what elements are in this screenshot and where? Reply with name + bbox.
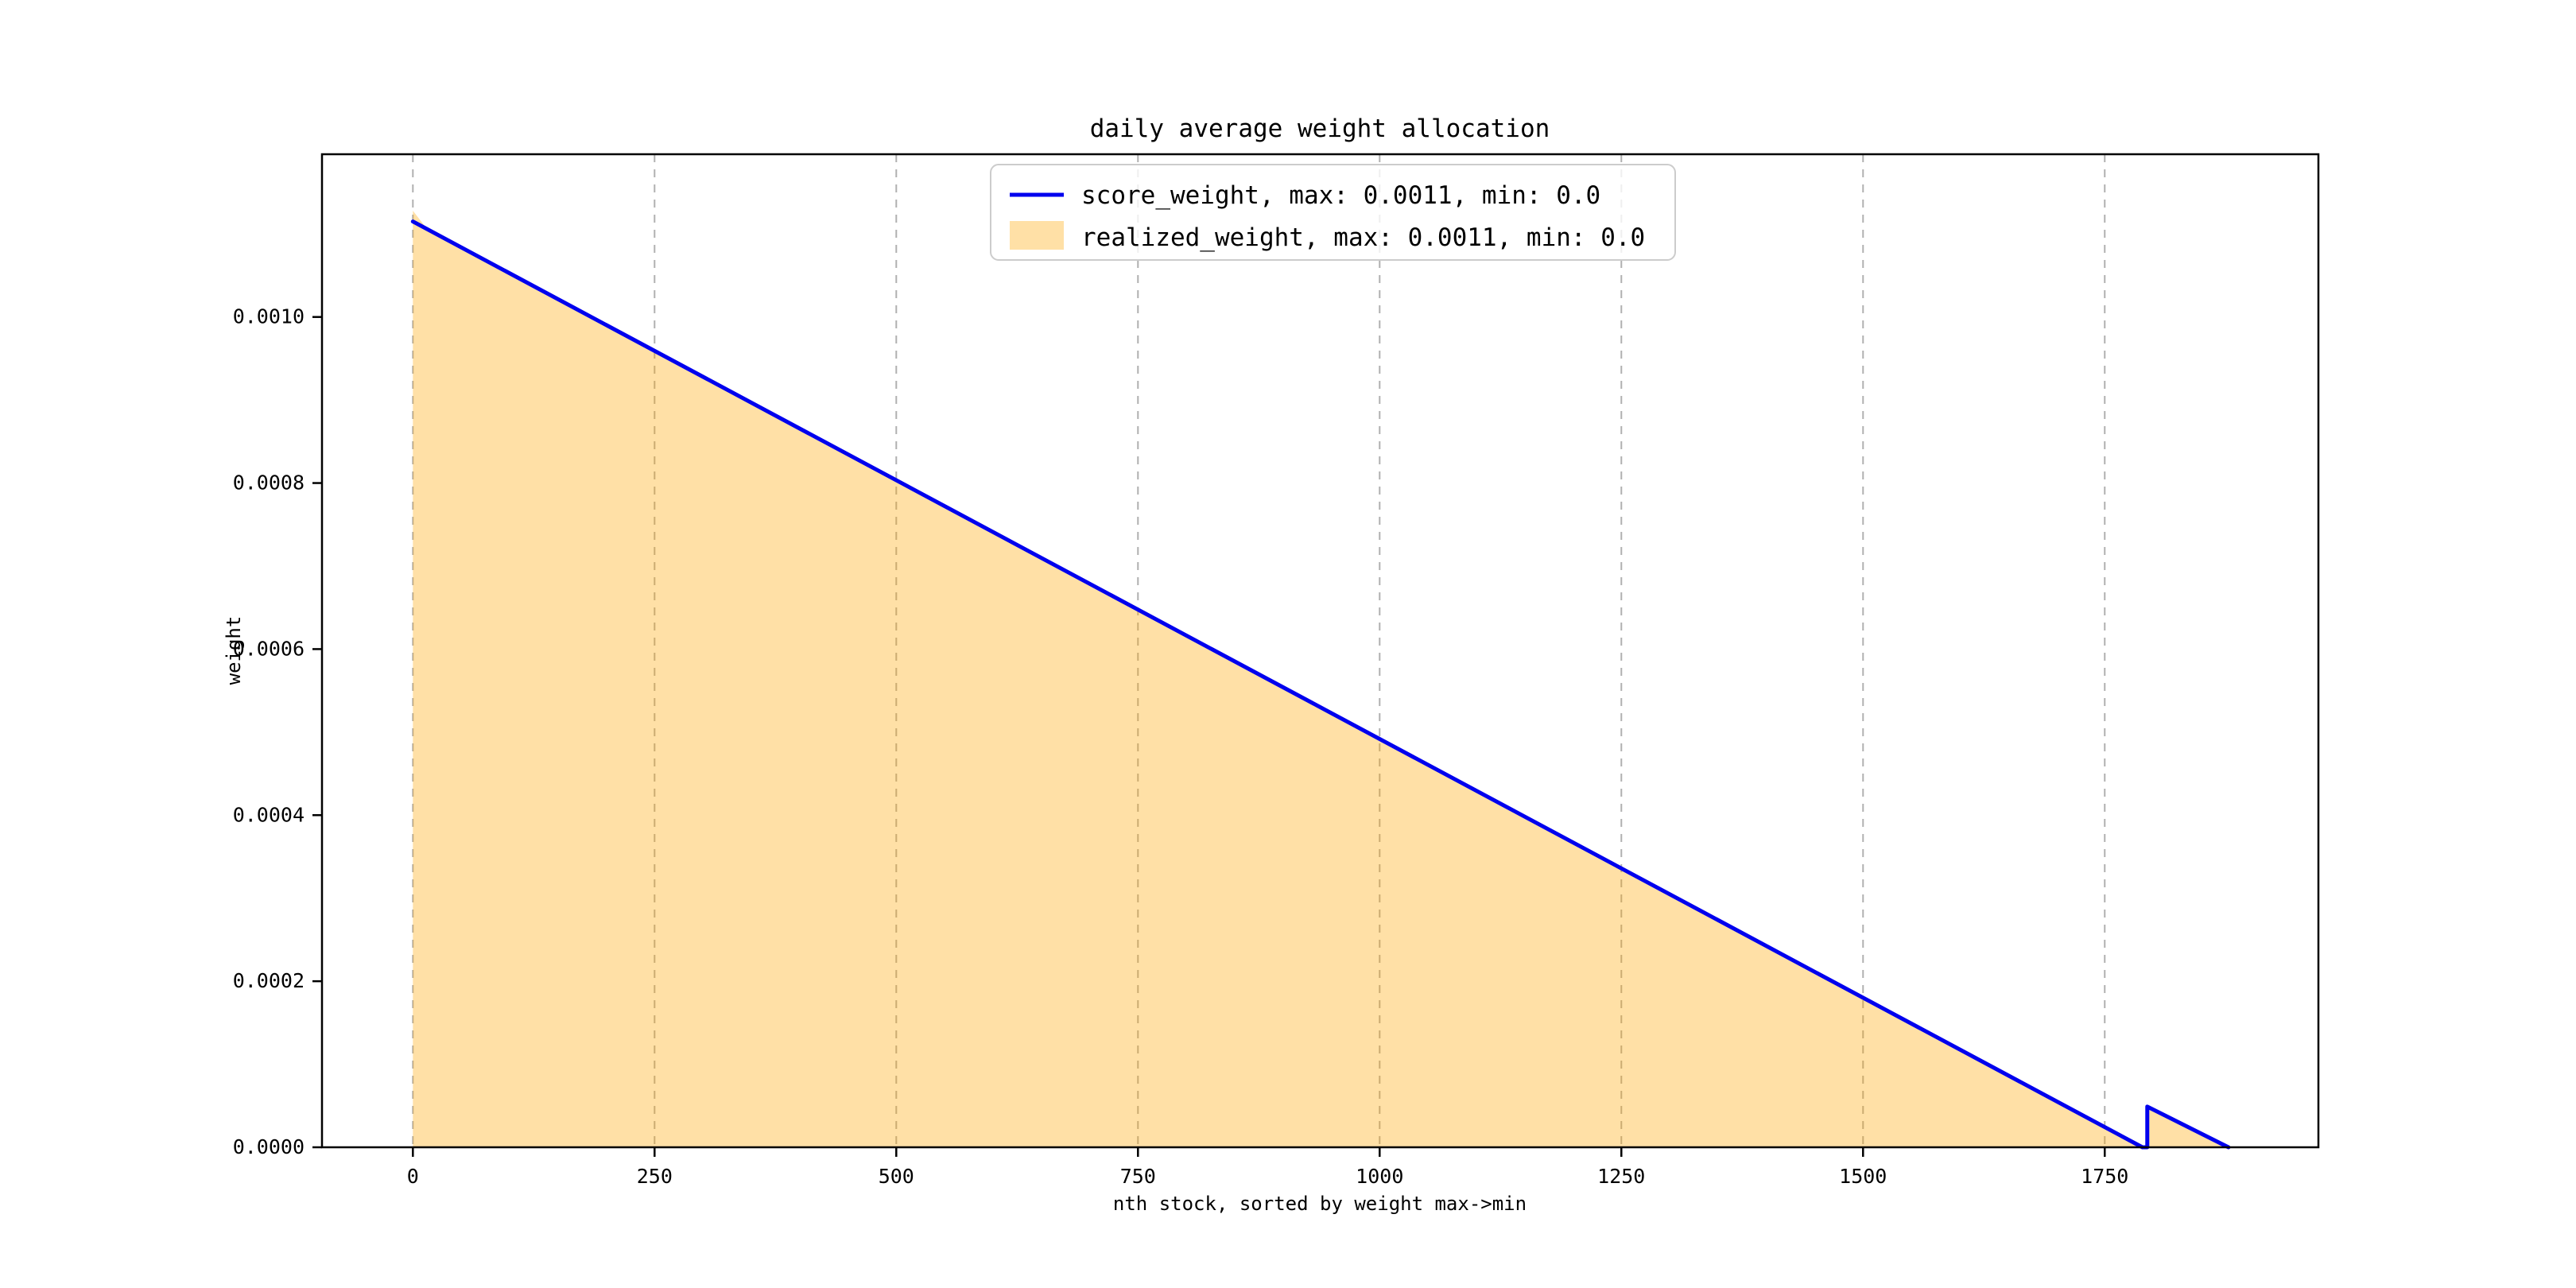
x-tick-label-0: 0 [407,1165,419,1188]
y-tick-label-0.0008: 0.0008 [233,471,305,495]
legend-entry-realized-weight: realized_weight, max: 0.0011, min: 0.0 [1081,223,1645,252]
x-tick-label-500: 500 [879,1165,914,1188]
x-tick-label-1500: 1500 [1839,1165,1887,1188]
x-tick-label-250: 250 [637,1165,673,1188]
chart-title: daily average weight allocation [1090,114,1550,143]
ticks-layer: 0 250 500 750 1000 1250 1500 1750 0.0000 0.0002 0.… [233,305,2129,1188]
x-tick-label-1000: 1000 [1356,1165,1403,1188]
legend-patch-sample [1010,221,1064,250]
x-tick-label-1250: 1250 [1597,1165,1645,1188]
y-tick-label-0.0010: 0.0010 [233,305,305,328]
series-realized-weight-area [413,211,2229,1147]
x-tick-label-750: 750 [1120,1165,1156,1188]
x-tick-label-1750: 1750 [2081,1165,2128,1188]
legend: score_weight, max: 0.0011, min: 0.0 real… [990,164,1676,261]
plot-border [320,153,2320,1149]
legend-box [990,164,1676,261]
y-tick-label-0.0000: 0.0000 [233,1135,305,1158]
y-tick-label-0.0006: 0.0006 [233,637,305,660]
series-layer [410,211,2231,1150]
legend-entry-score-weight: score_weight, max: 0.0011, min: 0.0 [1081,181,1600,210]
x-axis-label: nth stock, sorted by weight max->min [1113,1193,1527,1215]
y-tick-label-0.0004: 0.0004 [233,803,305,826]
y-axis-label: weight [223,616,245,685]
y-tick-label-0.0002: 0.0002 [233,969,305,992]
